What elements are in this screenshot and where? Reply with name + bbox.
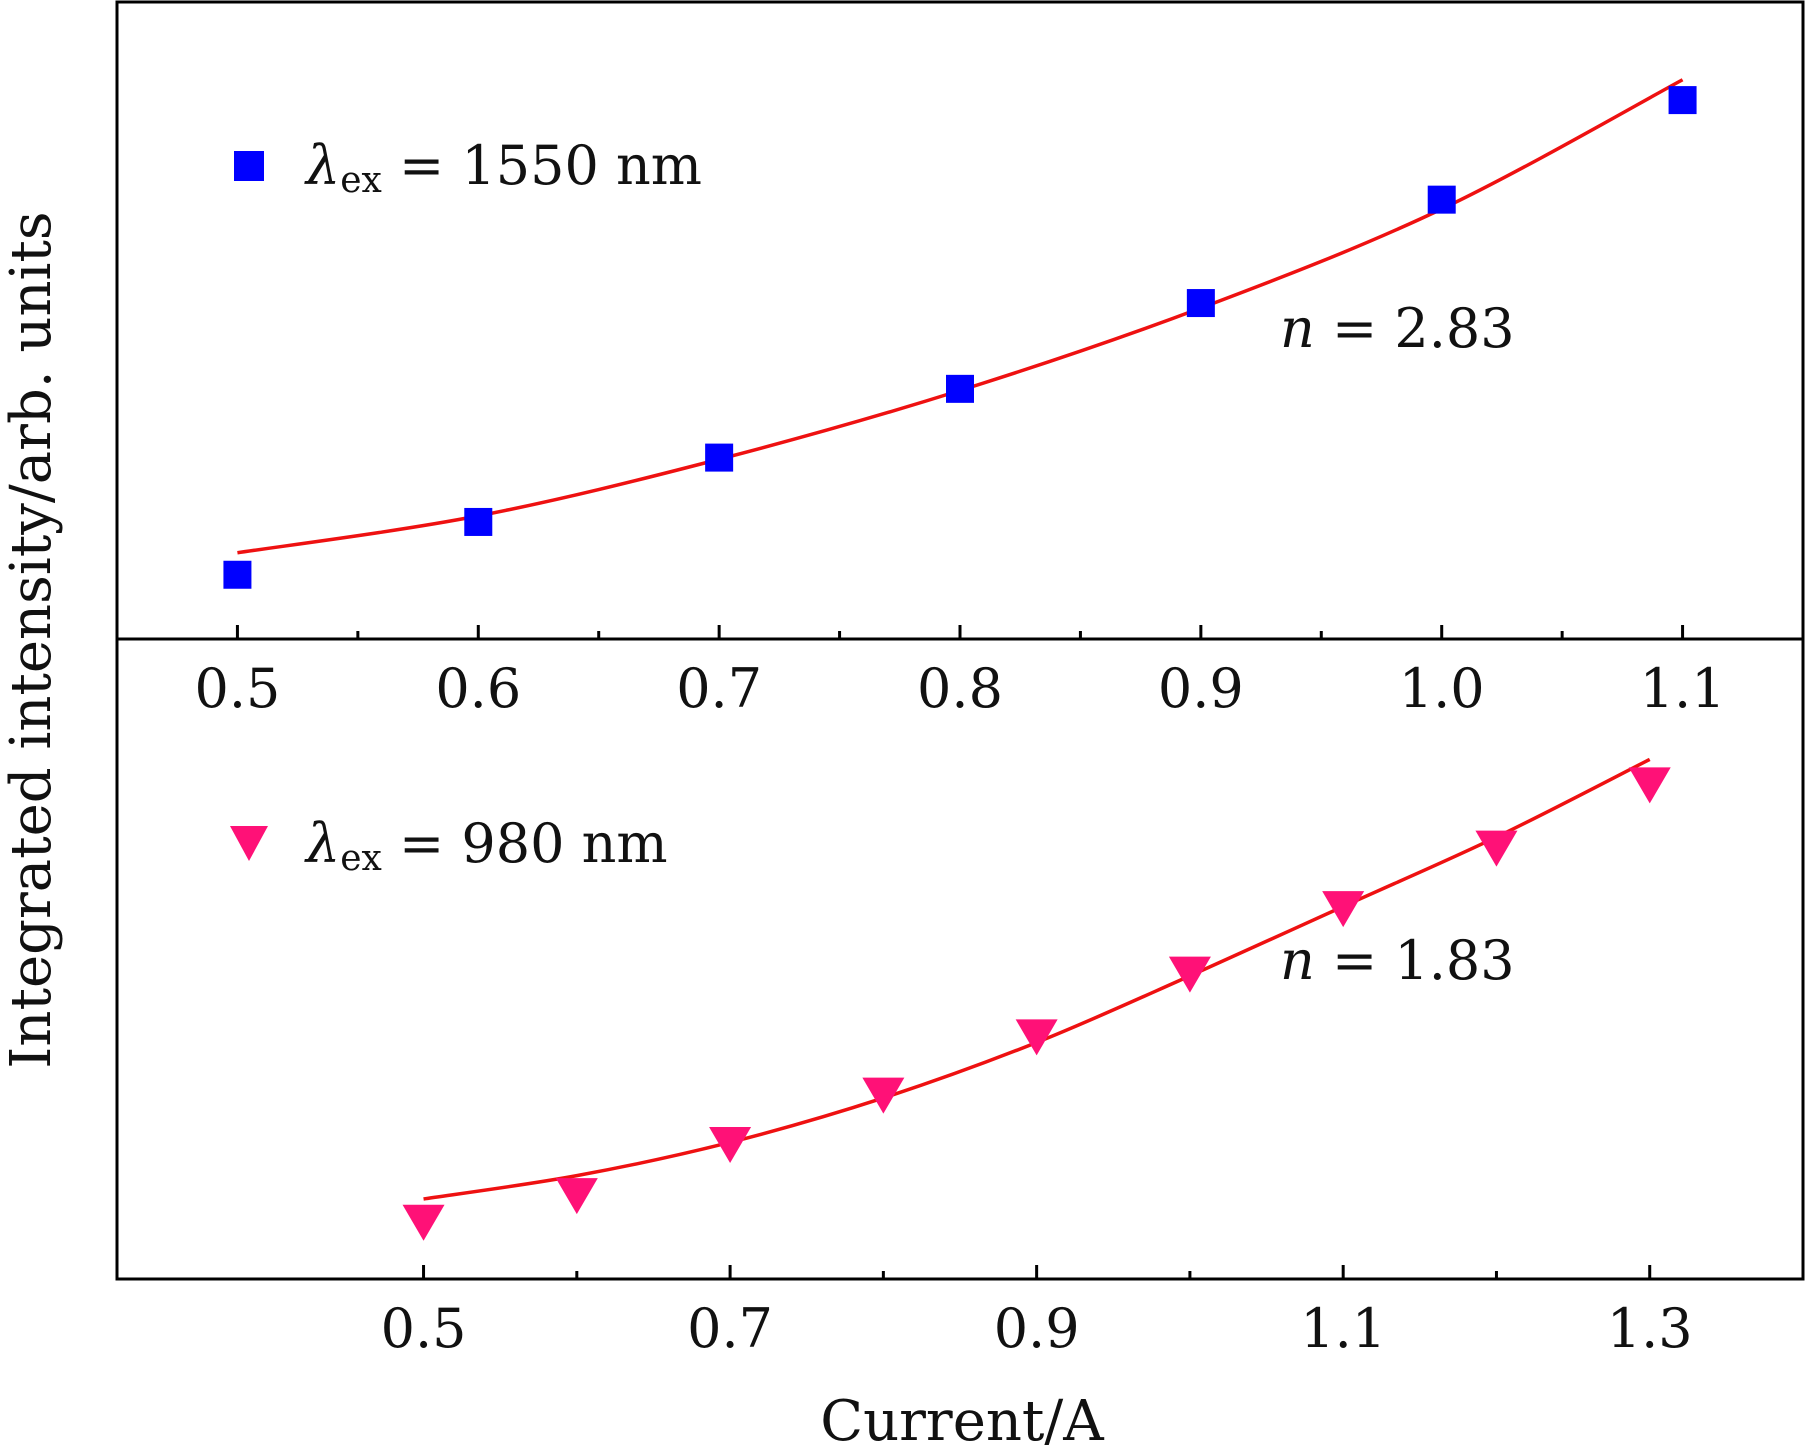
x-axis-title: Current/A <box>820 1389 1104 1454</box>
x-tick-label: 1.1 <box>1640 657 1726 720</box>
annotation-value: = 2.83 <box>1315 297 1515 360</box>
x-tick-label: 1.0 <box>1399 657 1485 720</box>
top-data-points <box>223 86 1697 589</box>
x-tick-label: 0.8 <box>917 657 1003 720</box>
legend-subscript: ex <box>340 160 382 201</box>
x-tick-label: 0.5 <box>194 657 280 720</box>
annotation-value: = 1.83 <box>1315 929 1515 992</box>
data-point-triangle <box>1628 767 1671 804</box>
data-point-triangle <box>555 1178 598 1215</box>
y-axis-title: Integrated intensity/arb. units <box>0 211 64 1068</box>
svg-text:λex = 980 nm: λex = 980 nm <box>304 812 668 879</box>
bottom-data-points <box>402 767 1671 1241</box>
bottom-exponent-annotation: n = 1.83 <box>1280 929 1515 992</box>
legend-symbol: λ <box>304 812 340 875</box>
legend-label: = 980 nm <box>382 812 668 875</box>
bottom-legend: λex = 980 nm <box>230 812 668 879</box>
data-point-triangle <box>1015 1019 1058 1056</box>
data-point-square <box>464 507 493 536</box>
legend-symbol: λ <box>304 134 340 197</box>
top-legend: λex = 1550 nm <box>234 134 702 201</box>
x-tick-label: 0.6 <box>435 657 521 720</box>
svg-text:λex = 1550 nm: λex = 1550 nm <box>304 134 702 201</box>
x-tick-label: 0.9 <box>994 1297 1080 1360</box>
legend-subscript: ex <box>340 838 382 879</box>
bottom-panel-frame <box>115 637 1805 1281</box>
bottom-x-axis: 0.5 0.7 0.9 1.1 1.3 <box>381 1265 1693 1360</box>
data-point-square <box>1668 86 1697 115</box>
x-tick-label: 0.7 <box>687 1297 773 1360</box>
data-point-square <box>1186 289 1215 318</box>
x-tick-label: 1.1 <box>1300 1297 1386 1360</box>
annotation-var: n <box>1280 929 1315 992</box>
legend-square-marker <box>234 151 264 181</box>
x-tick-label: 0.9 <box>1158 657 1244 720</box>
data-point-square <box>705 443 734 472</box>
data-point-triangle <box>709 1127 752 1164</box>
x-tick-label: 1.3 <box>1607 1297 1693 1360</box>
x-tick-label: 0.7 <box>676 657 762 720</box>
data-point-triangle <box>402 1204 445 1241</box>
data-point-triangle <box>1168 956 1211 993</box>
data-point-triangle <box>862 1077 905 1114</box>
legend-label: = 1550 nm <box>382 134 702 197</box>
data-point-square <box>223 560 252 589</box>
x-tick-label: 0.5 <box>381 1297 467 1360</box>
top-exponent-annotation: n = 2.83 <box>1280 297 1515 360</box>
data-point-square <box>1427 185 1456 214</box>
legend-triangle-marker <box>230 826 268 861</box>
top-panel-frame <box>115 0 1805 641</box>
annotation-var: n <box>1280 297 1315 360</box>
top-x-axis: 0.5 0.6 0.7 0.8 0.9 1.0 1.1 <box>194 625 1726 720</box>
data-point-triangle <box>1322 891 1365 928</box>
data-point-square <box>946 374 974 403</box>
data-point-triangle <box>1475 830 1518 867</box>
